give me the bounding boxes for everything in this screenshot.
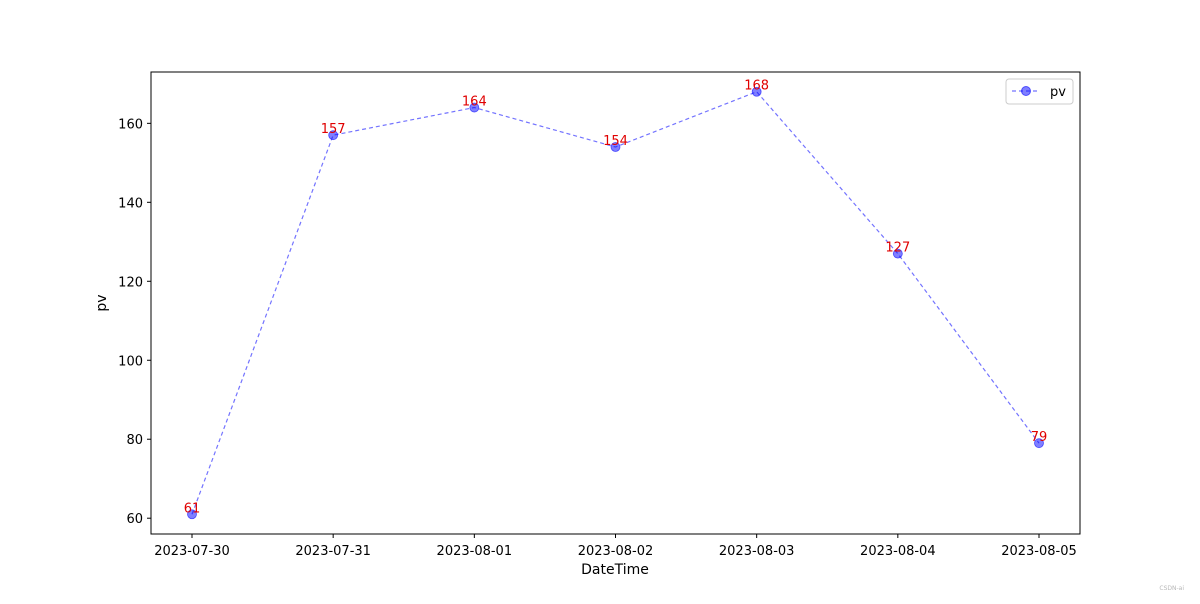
x-tick-label: 2023-08-04	[860, 544, 936, 559]
y-axis-label: pv	[94, 294, 110, 311]
legend-marker	[1021, 86, 1031, 96]
x-tick-label: 2023-08-02	[578, 544, 654, 559]
data-point	[892, 248, 903, 259]
plot-area: 2023-07-30 2023-07-31 2023-08-01 2023-08-02…	[118, 71, 1081, 559]
x-tick-label: 2023-07-31	[295, 544, 371, 559]
data-label: 157	[321, 122, 346, 137]
x-tick-label: 2023-08-05	[1001, 544, 1077, 559]
data-point	[610, 142, 621, 152]
data-point	[469, 102, 480, 113]
data-label: 164	[462, 95, 487, 110]
data-label: 127	[885, 241, 910, 256]
data-label: 79	[1031, 430, 1048, 445]
legend: pv	[1005, 78, 1074, 105]
data-point	[1034, 438, 1044, 449]
y-tick-label: 140	[118, 196, 143, 211]
y-tick-label: 60	[126, 512, 143, 527]
y-tick-label: 160	[118, 117, 143, 132]
legend-frame	[1005, 78, 1074, 105]
x-axis-label: DateTime	[581, 562, 649, 578]
watermark-text: CSDN-ai	[1159, 585, 1184, 592]
data-label: 154	[603, 134, 628, 149]
y-tick-label: 80	[126, 433, 143, 448]
data-label: 168	[744, 79, 769, 94]
data-point	[187, 509, 197, 520]
x-tick-label: 2023-07-30	[154, 544, 230, 559]
x-tick-label: 2023-08-03	[719, 544, 795, 559]
data-label: 61	[184, 501, 201, 516]
data-point	[751, 86, 762, 97]
data-point	[328, 130, 339, 141]
y-tick-label: 120	[118, 275, 143, 290]
legend-label-pv: pv	[1050, 85, 1066, 100]
x-tick-label: 2023-08-01	[437, 544, 513, 559]
y-tick-label: 100	[118, 354, 143, 369]
